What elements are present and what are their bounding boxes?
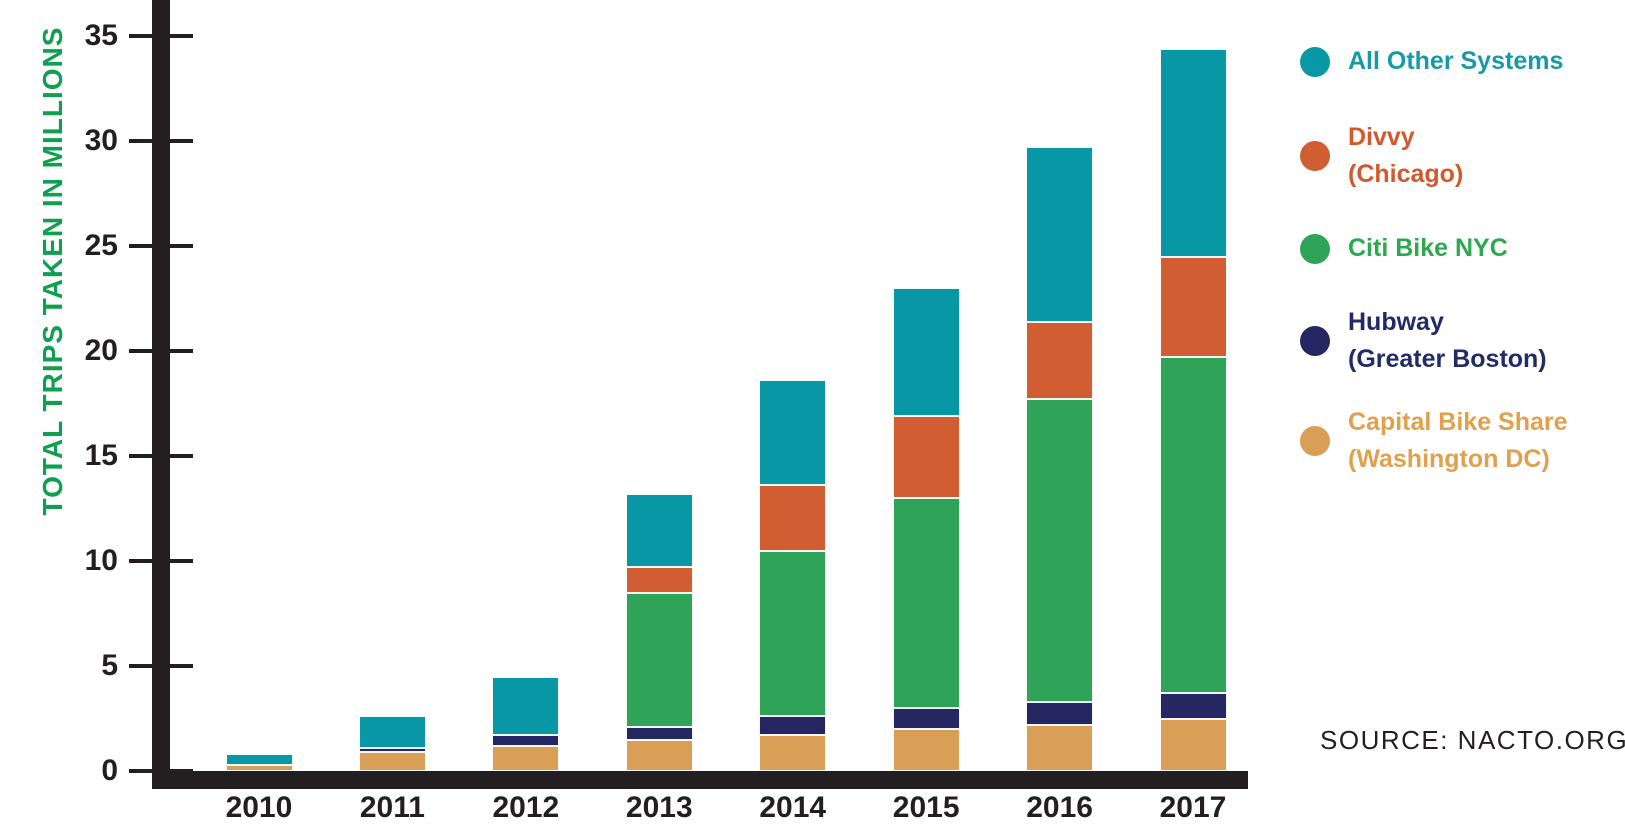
- legend-item-all-other-systems: All Other Systems: [1300, 43, 1563, 80]
- x-label-2017: 2017: [1159, 791, 1227, 824]
- bar-2010: [225, 754, 293, 771]
- bar-segment-capital-bike-share-washington-dc-2016: [1026, 724, 1094, 771]
- bar-segment-all-other-systems-2014: [759, 380, 827, 486]
- bar-2011: [358, 716, 426, 771]
- bar-segment-all-other-systems-2016: [1026, 147, 1094, 322]
- legend-dot-citi-bike-nyc: [1300, 233, 1330, 264]
- y-tick-label-10: 10: [84, 544, 118, 577]
- legend-item-capital-bike-share: Capital Bike Share (Washington DC): [1300, 404, 1568, 478]
- legend-label-line2: (Washington DC): [1348, 445, 1550, 473]
- y-axis-line: [152, 0, 170, 789]
- bar-segment-capital-bike-share-washington-dc-2017: [1159, 718, 1227, 771]
- legend-dot-divvy: [1300, 141, 1330, 171]
- legend-label-hubway: Hubway (Greater Boston): [1348, 304, 1547, 378]
- legend-label-citi-bike-nyc: Citi Bike NYC: [1348, 230, 1508, 267]
- legend-item-citi-bike-nyc: Citi Bike NYC: [1300, 230, 1508, 267]
- y-tick-label-15: 15: [84, 439, 118, 472]
- bar-2012: [492, 676, 560, 771]
- bar-2015: [892, 288, 960, 771]
- bar-segment-capital-bike-share-washington-dc-2012: [492, 745, 560, 771]
- bar-segment-hubway-greater-boston-2011: [358, 747, 426, 753]
- y-tick-label-30: 30: [84, 124, 118, 157]
- y-tick-label-5: 5: [101, 649, 118, 682]
- y-tick-label-0: 0: [101, 754, 118, 787]
- bar-segment-all-other-systems-2012: [492, 676, 560, 736]
- bar-segment-hubway-greater-boston-2013: [625, 726, 693, 740]
- x-label-2014: 2014: [759, 791, 827, 824]
- legend-label-line1: All Other Systems: [1348, 47, 1564, 75]
- bar-segment-all-other-systems-2015: [892, 288, 960, 417]
- bar-segment-hubway-greater-boston-2015: [892, 708, 960, 729]
- bar-segment-all-other-systems-2017: [1159, 48, 1227, 257]
- bar-segment-capital-bike-share-washington-dc-2013: [625, 739, 693, 771]
- x-label-2015: 2015: [892, 791, 960, 824]
- legend-label-line1: Capital Bike Share: [1348, 408, 1568, 436]
- legend-label-line2: (Greater Boston): [1348, 345, 1547, 373]
- bar-segment-citi-bike-nyc-2015: [892, 498, 960, 708]
- x-label-2011: 2011: [359, 791, 425, 824]
- x-label-2012: 2012: [492, 791, 560, 824]
- legend-label-all-other-systems: All Other Systems: [1348, 43, 1563, 80]
- bar-segment-capital-bike-share-washington-dc-2011: [358, 752, 426, 771]
- legend-dot-hubway: [1300, 326, 1330, 356]
- bar-segment-citi-bike-nyc-2016: [1026, 399, 1094, 702]
- legend-label-line1: Hubway: [1348, 308, 1444, 336]
- bar-2017: [1159, 48, 1227, 771]
- bar-segment-divvy-chicago-2017: [1159, 256, 1227, 358]
- source-text: SOURCE: NACTO.ORG: [1320, 725, 1625, 755]
- bar-2014: [759, 380, 827, 771]
- bar-segment-all-other-systems-2010: [225, 754, 293, 765]
- bar-segment-hubway-greater-boston-2012: [492, 735, 560, 746]
- bar-segment-divvy-chicago-2014: [759, 485, 827, 551]
- bar-segment-divvy-chicago-2013: [625, 567, 693, 593]
- x-label-2016: 2016: [1026, 791, 1093, 824]
- bar-segment-hubway-greater-boston-2016: [1026, 701, 1094, 725]
- bar-segment-capital-bike-share-washington-dc-2015: [892, 729, 960, 771]
- bar-segment-all-other-systems-2013: [625, 493, 693, 568]
- y-tick-label-35: 35: [84, 19, 118, 52]
- legend-label-line2: (Chicago): [1348, 160, 1464, 188]
- bar-segment-citi-bike-nyc-2017: [1159, 357, 1227, 694]
- legend-label-divvy: Divvy (Chicago): [1348, 119, 1463, 193]
- x-axis-line: [152, 771, 1248, 789]
- bar-segment-capital-bike-share-washington-dc-2010: [225, 764, 293, 771]
- bar-2016: [1026, 147, 1094, 771]
- bar-segment-citi-bike-nyc-2013: [625, 592, 693, 727]
- bar-segment-all-other-systems-2011: [358, 716, 426, 748]
- bar-segment-hubway-greater-boston-2014: [759, 716, 827, 736]
- legend-item-hubway: Hubway (Greater Boston): [1300, 304, 1547, 378]
- legend-dot-all-other-systems: [1300, 46, 1330, 77]
- bar-segment-hubway-greater-boston-2017: [1159, 693, 1227, 719]
- bar-segment-divvy-chicago-2015: [892, 416, 960, 498]
- bar-segment-citi-bike-nyc-2014: [759, 550, 827, 717]
- y-tick-label-20: 20: [84, 334, 118, 367]
- bar-segment-divvy-chicago-2016: [1026, 321, 1094, 400]
- legend-label-line1: Divvy: [1348, 123, 1415, 151]
- legend-label-capital-bike-share: Capital Bike Share (Washington DC): [1348, 404, 1568, 478]
- bar-segment-capital-bike-share-washington-dc-2014: [759, 735, 827, 771]
- legend-label-line1: Citi Bike NYC: [1348, 234, 1508, 262]
- x-label-2013: 2013: [625, 791, 693, 824]
- legend-dot-capital-bike-share: [1300, 426, 1330, 456]
- legend-item-divvy: Divvy (Chicago): [1300, 119, 1463, 193]
- bar-2013: [625, 493, 693, 771]
- y-tick-label-25: 25: [84, 229, 118, 262]
- x-label-2010: 2010: [225, 791, 293, 824]
